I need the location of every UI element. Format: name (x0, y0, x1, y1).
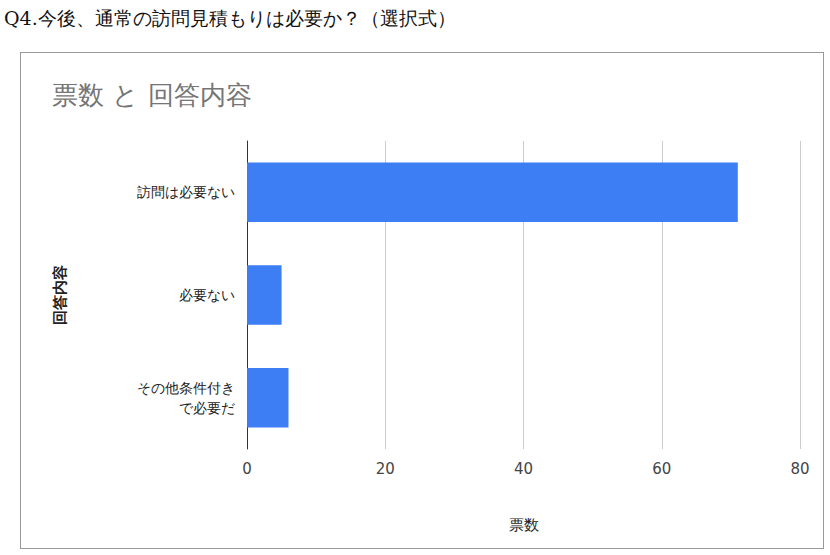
svg-text:0: 0 (242, 460, 252, 478)
svg-text:60: 60 (652, 460, 671, 478)
svg-text:20: 20 (376, 460, 395, 478)
svg-text:票数: 票数 (509, 516, 539, 534)
svg-text:40: 40 (514, 460, 533, 478)
svg-text:訪問は必要ない: 訪問は必要ない (137, 184, 235, 200)
svg-text:その他条件付き: その他条件付き (137, 380, 235, 396)
svg-text:必要ない: 必要ない (179, 287, 235, 303)
svg-text:回答内容: 回答内容 (51, 265, 69, 325)
svg-text:80: 80 (790, 460, 809, 478)
svg-text:票数 と 回答内容: 票数 と 回答内容 (52, 80, 252, 110)
svg-text:で必要だ: で必要だ (179, 400, 235, 416)
html-text:Q4.今後、通常の訪問見積もりは必要か？（選択式）: Q4.今後、通常の訪問見積もりは必要か？（選択式） (4, 7, 456, 29)
